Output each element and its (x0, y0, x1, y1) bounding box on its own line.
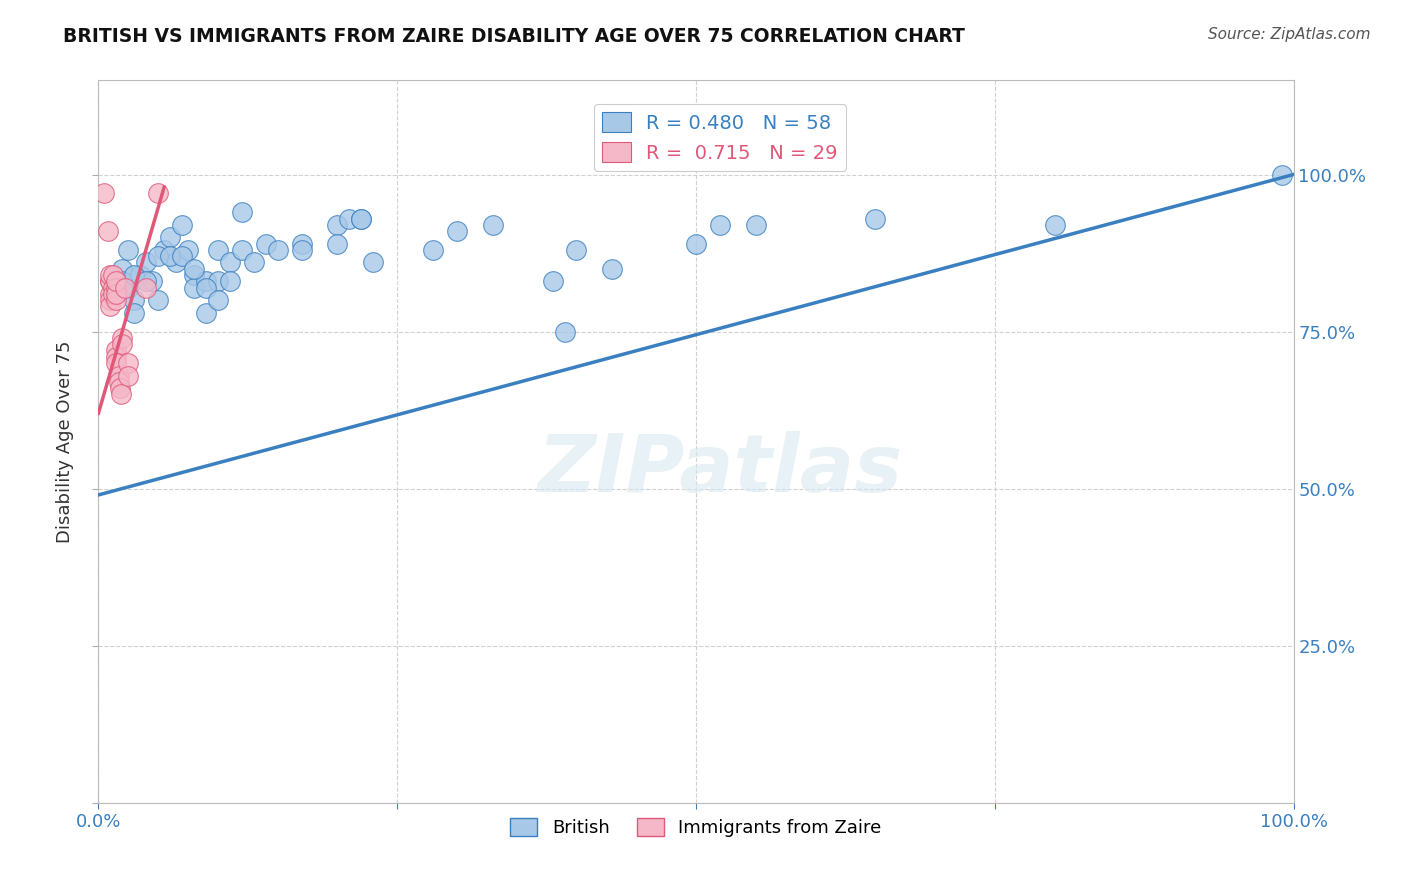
Point (195, 274, 218, 288)
Point (207, 293, 229, 308)
Point (709, 218, 731, 232)
Point (195, 280, 218, 294)
Y-axis label: Disability Age Over 75: Disability Age Over 75 (56, 340, 75, 543)
Point (231, 205, 253, 219)
Point (111, 261, 134, 276)
Point (219, 255, 242, 269)
Point (105, 293, 128, 308)
Point (267, 243, 290, 257)
Point (110, 387, 132, 401)
Point (117, 280, 139, 294)
Point (291, 236, 314, 251)
Point (105, 343, 128, 358)
Point (231, 243, 253, 257)
Point (172, 249, 194, 263)
Point (148, 186, 170, 201)
Point (446, 224, 468, 238)
Point (482, 218, 505, 232)
Point (350, 211, 373, 226)
Point (148, 249, 170, 263)
Point (93, 186, 115, 201)
Point (350, 211, 373, 226)
Point (1271, 168, 1294, 182)
Point (685, 236, 707, 251)
Point (111, 274, 134, 288)
Point (98, 274, 122, 288)
Point (207, 274, 229, 288)
Point (207, 243, 229, 257)
Point (159, 249, 181, 263)
Point (183, 280, 205, 294)
Point (124, 268, 146, 282)
Point (177, 243, 200, 257)
Point (326, 218, 349, 232)
Point (363, 255, 385, 269)
Point (135, 280, 157, 294)
Point (124, 293, 146, 308)
Point (105, 356, 128, 370)
Point (124, 306, 146, 320)
Point (422, 243, 444, 257)
Point (243, 255, 266, 269)
Point (101, 286, 124, 301)
Point (219, 274, 242, 288)
Point (101, 268, 124, 282)
Point (105, 274, 128, 288)
Point (105, 280, 128, 294)
Point (98, 274, 122, 288)
Point (101, 280, 124, 294)
Point (111, 331, 134, 345)
Point (153, 243, 176, 257)
Point (602, 261, 624, 276)
Point (254, 236, 277, 251)
Point (111, 337, 134, 351)
Point (114, 280, 136, 294)
Point (141, 274, 163, 288)
Point (98, 293, 122, 308)
Point (565, 243, 588, 257)
Point (105, 286, 128, 301)
Point (111, 280, 134, 294)
Point (135, 274, 157, 288)
Point (117, 368, 139, 383)
Point (291, 243, 314, 257)
Point (108, 381, 131, 395)
Point (339, 211, 361, 226)
Point (97, 224, 120, 238)
Legend: British, Immigrants from Zaire: British, Immigrants from Zaire (503, 811, 889, 845)
Text: Source: ZipAtlas.com: Source: ZipAtlas.com (1208, 27, 1371, 42)
Point (135, 255, 157, 269)
Point (183, 268, 205, 282)
Point (148, 293, 170, 308)
Point (183, 261, 205, 276)
Point (129, 268, 152, 282)
Point (98, 268, 122, 282)
Text: ZIPatlas: ZIPatlas (537, 432, 903, 509)
Point (195, 306, 218, 320)
Point (117, 356, 139, 370)
Point (1043, 218, 1066, 232)
Point (107, 375, 129, 389)
Point (326, 236, 349, 251)
Point (865, 211, 887, 226)
Point (98, 300, 122, 314)
Point (117, 243, 139, 257)
Point (105, 350, 128, 364)
Point (107, 368, 129, 383)
Point (541, 274, 564, 288)
Point (165, 255, 187, 269)
Point (172, 218, 194, 232)
Point (159, 230, 181, 244)
Point (745, 218, 768, 232)
Text: BRITISH VS IMMIGRANTS FROM ZAIRE DISABILITY AGE OVER 75 CORRELATION CHART: BRITISH VS IMMIGRANTS FROM ZAIRE DISABIL… (63, 27, 965, 45)
Point (554, 325, 576, 339)
Point (98, 286, 122, 301)
